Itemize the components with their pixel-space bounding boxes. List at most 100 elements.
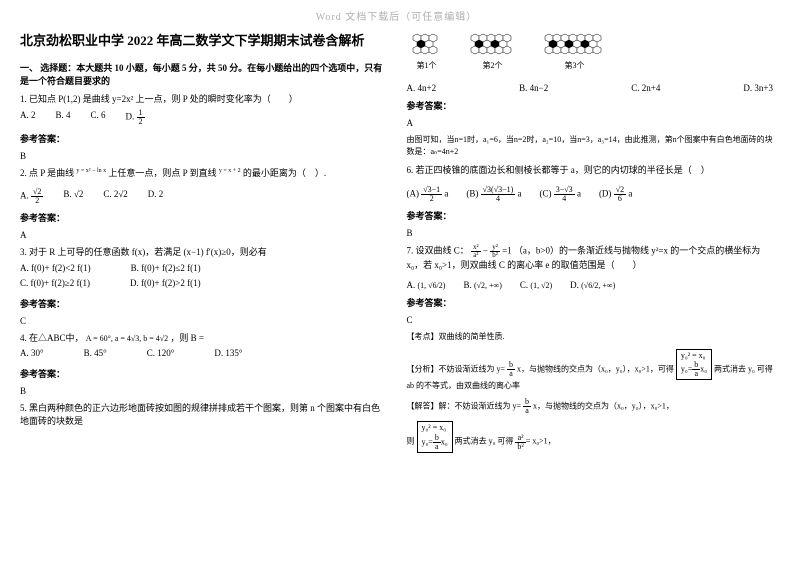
jieda-mid: x，与抛物线的交点为（x₀，y₀），x₀>1，: [533, 402, 674, 411]
q4-opt-b: B. 45°: [84, 347, 107, 361]
q7-options: A. (1, √6/2) B. (√2, +∞) C. (1, √2) D. (…: [407, 280, 774, 290]
q6-opt-d: (D) √26 a: [599, 186, 632, 203]
frac-den: a: [507, 370, 515, 378]
frac-den: b²: [490, 252, 500, 259]
q7-kaodian: 【考点】双曲线的简单性质.: [407, 331, 774, 343]
q7-opt-a: A. (1, √6/2): [407, 280, 446, 290]
q6-options: (A) √3−12 a (B) √3(√3−1)4 a (C) 3−√34 a …: [407, 186, 774, 203]
box-line2: y₀=bax₀: [681, 361, 707, 378]
fraction-icon: x²a²: [471, 244, 481, 259]
section-1-heading: 一、 选择题：本大题共 10 小题，每小题 5 分，共 50 分。在每小题给出的…: [20, 61, 387, 87]
q5-opt-c: C. 2n+4: [631, 83, 660, 93]
q2-answer: A: [20, 230, 387, 240]
frac-den: a: [692, 370, 700, 378]
q2-opt-c: C. 2√2: [103, 188, 127, 205]
q7-b-val: (√2, +∞): [474, 281, 502, 290]
jieda-post: 两式消去 y₀ 可得: [455, 437, 514, 446]
q2-stem-post: 的最小距离为（ ）.: [243, 168, 326, 178]
frac-den: 6: [614, 195, 626, 203]
left-column: 北京劲松职业中学 2022 年高二数学文下学期期末试卷含解析 一、 选择题：本大…: [20, 30, 387, 453]
jieda-end: x₀>1，: [532, 437, 555, 446]
fig1-label: 第1个: [407, 60, 447, 71]
equation-box-icon: y₀² = x₀ y₀=bax₀: [417, 421, 453, 452]
answer-label: 参考答案：: [407, 209, 774, 222]
answer-label: 参考答案：: [20, 211, 387, 224]
question-6: 6. 若正四棱锥的底面边长和侧棱长都等于 a，则它的内切球的半径长是（ ）: [407, 164, 774, 178]
fraction-icon: y²b²: [490, 244, 500, 259]
q1-opt-c: C. 6: [91, 109, 106, 126]
answer-label: 参考答案：: [20, 132, 387, 145]
q3-answer: C: [20, 316, 387, 326]
q4-opt-c: C. 120°: [147, 347, 175, 361]
frac-den: 2: [137, 118, 145, 126]
answer-label: 参考答案：: [407, 99, 774, 112]
frac-den: 4: [554, 195, 575, 203]
q1-opt-d-label: D.: [126, 111, 135, 121]
q6-d-label: (D): [599, 188, 612, 198]
q4-opt-a: A. 30°: [20, 347, 44, 361]
q6-a-tail: a: [444, 188, 448, 198]
box-line2: y₀=bax₀: [422, 434, 448, 451]
answer-label: 参考答案：: [20, 297, 387, 310]
q3-options-row1: A. f(0)+ f(2)<2 f(1) B. f(0)+ f(2)≤2 f(1…: [20, 262, 387, 276]
q6-answer: B: [407, 228, 774, 238]
q3-stem: 3. 对于 R 上可导的任意函数 f(x)，若满足 (x−1) f′(x)≥0，…: [20, 246, 387, 260]
q7-stem-pre: 7. 设双曲线 C：: [407, 245, 469, 255]
page-content: 北京劲松职业中学 2022 年高二数学文下学期期末试卷含解析 一、 选择题：本大…: [0, 0, 793, 463]
q4-answer: B: [20, 386, 387, 396]
q7-jieda-2: 则 y₀² = x₀ y₀=bax₀ 两式消去 y₀ 可得 a²b²= x₀>1…: [407, 421, 774, 452]
frac-den: a²: [471, 252, 481, 259]
hex-fig-3: 第3个: [539, 30, 611, 71]
frac-den: a: [523, 407, 531, 415]
fraction-icon: ba: [507, 361, 515, 378]
jieda-pre: 【解答】解：不妨设渐近线为 y=: [407, 402, 522, 411]
fraction-icon: √3−12: [421, 186, 442, 203]
equation-box-icon: y₀² = x₀ y₀=bax₀: [676, 349, 712, 380]
q3-opt-a: A. f(0)+ f(2)<2 f(1): [20, 262, 91, 276]
fenxi-mid: x，与抛物线的交点为（x₀，y₀），x₀>1，可得: [517, 365, 674, 374]
q7-d-val: (√6/2, +∞): [581, 281, 615, 290]
frac-den: 2: [421, 195, 442, 203]
doc-title: 北京劲松职业中学 2022 年高二数学文下学期期末试卷含解析: [20, 30, 387, 49]
q2-eq1: y = x² − ln x: [76, 168, 106, 174]
q6-opt-a: (A) √3−12 a: [407, 186, 449, 203]
q2-opt-b: B. √2: [63, 188, 83, 205]
q2-stem-mid: 上任意一点，则点 P 到直线: [108, 168, 218, 178]
fraction-icon: √3(√3−1)4: [481, 186, 516, 203]
right-column: 第1个: [407, 30, 774, 453]
q7-answer: C: [407, 315, 774, 325]
fraction-icon: a²b²: [515, 434, 525, 451]
q7-d-label: D.: [570, 280, 579, 290]
frac-den: a: [433, 443, 441, 451]
fraction-icon: ba: [433, 434, 441, 451]
question-7: 7. 设双曲线 C： x²a² − y²b² =1 （a，b>0）的一条渐近线与…: [407, 244, 774, 273]
hex-fig-2: 第2个: [465, 30, 521, 71]
q1-answer: B: [20, 151, 387, 161]
watermark-text: Word 文档下载后（可任意编辑）: [0, 8, 793, 23]
q6-a-label: (A): [407, 188, 420, 198]
q6-b-label: (B): [466, 188, 478, 198]
q7-jieda: 【解答】解：不妨设渐近线为 y= ba x，与抛物线的交点为（x₀，y₀），x₀…: [407, 398, 774, 415]
fig2-label: 第2个: [465, 60, 521, 71]
q7-c-label: C.: [520, 280, 528, 290]
q7-opt-b: B. (√2, +∞): [463, 280, 501, 290]
q1-stem: 1. 已知点 P(1,2) 是曲线 y=2x² 上一点，则 P 处的瞬时变化率为…: [20, 93, 387, 107]
q7-a-label: A.: [407, 280, 416, 290]
fraction-icon: 1 2: [137, 109, 145, 126]
question-5: 5. 黑白两种颜色的正六边形地面砖按如图的规律拼排成若干个图案，则第 n 个图案…: [20, 402, 387, 429]
q2-stem-pre: 2. 点 P 是曲线: [20, 168, 76, 178]
answer-label: 参考答案：: [407, 296, 774, 309]
q6-d-tail: a: [628, 188, 632, 198]
q7-opt-c: C. (1, √2): [520, 280, 552, 290]
q5-opt-a: A. 4n+2: [407, 83, 437, 93]
q4-options: A. 30° B. 45° C. 120° D. 135°: [20, 347, 387, 361]
q4-eq: A = 60°, a = 4√3, b = 4√2: [86, 334, 168, 343]
q2-a-label: A.: [20, 191, 29, 201]
q3-opt-c: C. f(0)+ f(2)≥2 f(1): [20, 277, 90, 291]
q6-opt-b: (B) √3(√3−1)4 a: [466, 186, 521, 203]
q3-options-row2: C. f(0)+ f(2)≥2 f(1) D. f(0)+ f(2)>2 f(1…: [20, 277, 387, 291]
q6-c-tail: a: [577, 188, 581, 198]
frac-den: 2: [31, 197, 43, 205]
fraction-icon: ba: [692, 361, 700, 378]
q4-opt-d: D. 135°: [214, 347, 242, 361]
